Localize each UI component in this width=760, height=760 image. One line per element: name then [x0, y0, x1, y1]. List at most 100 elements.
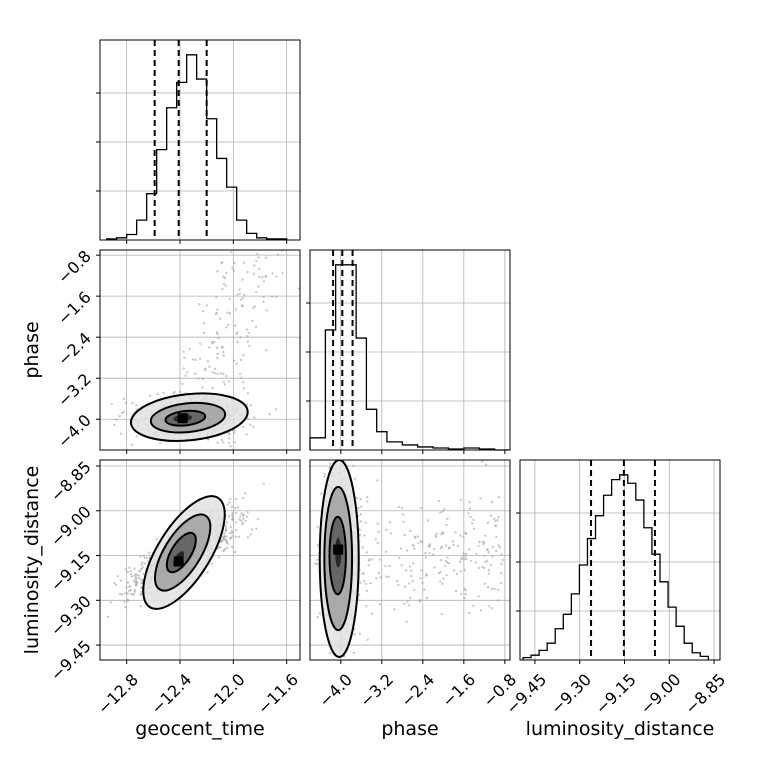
scatter-point: [323, 472, 326, 475]
scatter-point: [411, 543, 414, 546]
scatter-point: [231, 515, 235, 518]
x-tick-label-geocent-time: −12.0: [201, 670, 249, 718]
scatter-point: [462, 535, 465, 538]
y-tick-label-phase: −0.8: [54, 247, 95, 288]
scatter-point: [467, 512, 470, 515]
scatter-point: [133, 574, 136, 578]
scatter-point: [320, 492, 323, 495]
scatter-point: [225, 546, 229, 549]
scatter-point: [228, 437, 231, 440]
scatter-point: [146, 560, 150, 563]
scatter-point: [408, 565, 412, 568]
scatter-point: [241, 237, 243, 239]
scatter-point: [418, 600, 422, 603]
scatter-point: [352, 651, 355, 655]
scatter-point: [238, 292, 241, 296]
scatter-point: [477, 595, 480, 598]
scatter-point: [124, 568, 127, 571]
scatter-point: [459, 498, 462, 501]
density-peak: [333, 544, 344, 555]
y-tick-label-luminosity-distance: −8.85: [47, 457, 95, 505]
scatter-point: [403, 585, 406, 588]
scatter-point: [270, 295, 274, 298]
scatter-point: [478, 540, 481, 544]
scatter-point: [484, 560, 487, 564]
scatter-point: [454, 589, 458, 593]
scatter-point: [244, 492, 247, 495]
scatter-point: [462, 558, 466, 561]
scatter-point: [226, 503, 229, 506]
scatter-point: [253, 416, 256, 419]
scatter-point: [444, 564, 447, 568]
scatter-point: [262, 280, 266, 283]
scatter-point: [219, 372, 223, 375]
scatter-point: [172, 392, 175, 395]
scatter-point: [241, 522, 244, 525]
scatter-point: [463, 568, 467, 572]
scatter-point: [485, 548, 489, 551]
scatter-point: [352, 464, 355, 467]
scatter-point: [471, 522, 474, 525]
scatter-point: [145, 556, 149, 560]
scatter-point: [116, 575, 120, 578]
scatter-point: [211, 342, 214, 345]
scatter-point: [455, 572, 459, 576]
scatter-point: [314, 562, 317, 565]
scatter-point: [413, 547, 416, 551]
x-tick-label-phase: −4.0: [315, 670, 356, 711]
scatter-point: [235, 497, 238, 501]
scatter-point: [468, 501, 471, 504]
scatter-point: [447, 562, 451, 565]
scatter-point: [243, 293, 246, 296]
scatter-point: [223, 547, 227, 551]
scatter-point: [487, 568, 491, 572]
scatter-point: [224, 527, 228, 531]
scatter-point: [131, 401, 134, 405]
scatter-point: [498, 545, 501, 549]
scatter-point: [421, 581, 424, 584]
scatter-point: [94, 619, 96, 621]
scatter-point: [395, 579, 399, 583]
scatter-point: [246, 510, 249, 514]
scatter-point: [440, 612, 443, 616]
density-peak: [177, 413, 188, 424]
scatter-point: [179, 390, 182, 394]
scatter-point: [202, 310, 205, 313]
scatter-point: [459, 569, 462, 573]
histogram-step-luminosity-distance: [522, 474, 710, 660]
scatter-point: [229, 251, 233, 254]
scatter-point: [403, 533, 406, 537]
scatter-point: [262, 482, 265, 485]
scatter-point: [329, 662, 331, 664]
scatter-point: [228, 532, 232, 535]
x-tick-label-phase: −3.2: [356, 670, 397, 711]
scatter-point: [234, 506, 237, 510]
scatter-point: [246, 270, 249, 274]
scatter-point: [216, 441, 219, 444]
scatter-point: [124, 606, 127, 609]
scatter-point: [142, 572, 145, 576]
scatter-point: [155, 537, 158, 541]
scatter-point: [472, 518, 475, 522]
scatter-point: [265, 309, 268, 312]
histogram-frame: [309, 249, 511, 451]
scatter-point: [268, 413, 271, 416]
x-tick-label-phase: −2.4: [397, 670, 438, 711]
scatter-point: [236, 506, 240, 509]
scatter-point: [316, 615, 319, 619]
scatter-point: [247, 331, 250, 334]
y-tick-label-phase: −1.6: [54, 288, 95, 329]
scatter-point: [224, 284, 227, 287]
scatter-point: [433, 566, 436, 569]
scatter-point: [133, 588, 136, 592]
scatter-point: [139, 605, 142, 608]
scatter-point: [435, 535, 438, 539]
scatter-point: [397, 505, 401, 509]
scatter-point: [491, 545, 495, 549]
y-tick-label-phase: −2.4: [54, 329, 95, 370]
scatter-point: [231, 535, 234, 538]
scatter-point: [126, 599, 130, 603]
scatter-point: [141, 561, 144, 564]
scatter-point: [323, 475, 326, 478]
x-tick-label-geocent-time: −12.8: [94, 670, 142, 718]
